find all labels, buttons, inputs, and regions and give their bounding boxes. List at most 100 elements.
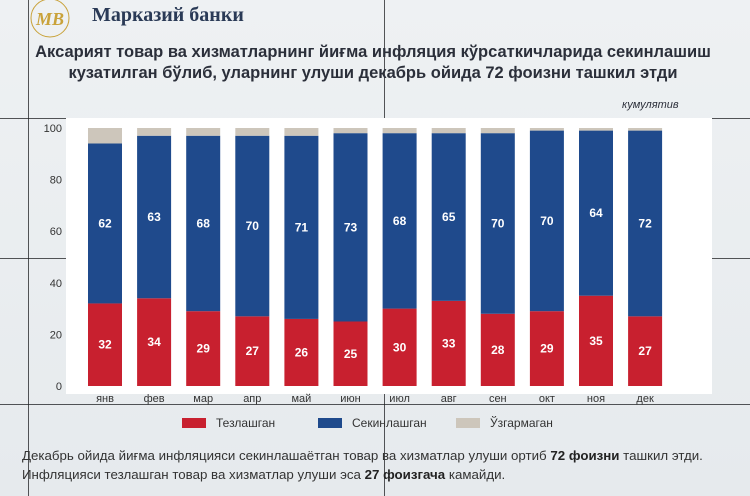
bar-segment-decelerated — [529, 130, 564, 312]
x-tick-label: ноя — [587, 393, 605, 405]
y-tick-label: 0 — [56, 381, 62, 393]
y-tick-label: 100 — [44, 123, 62, 135]
bar-segment-decelerated — [628, 130, 663, 317]
bar-segment-unchanged — [235, 128, 270, 136]
svg-text:MB: MB — [35, 9, 64, 29]
bar-segment-decelerated — [235, 135, 270, 317]
footer-note: Декабрь ойида йиғма инфляцияси секинлаша… — [22, 446, 738, 484]
bar-segment-accelerated — [333, 321, 368, 386]
bar-segment-accelerated — [88, 303, 122, 386]
x-tick-label: июн — [340, 393, 360, 405]
bar-segment-decelerated — [382, 133, 417, 309]
data-label: 72 — [638, 216, 652, 230]
x-tick-label: авг — [441, 393, 457, 405]
y-tick-label: 20 — [50, 329, 62, 341]
legend-item-unchanged: Ўзгармаган — [456, 416, 553, 430]
data-label: 73 — [344, 220, 358, 234]
data-label: 25 — [344, 347, 358, 361]
data-label: 62 — [98, 216, 112, 230]
data-label: 28 — [491, 343, 505, 357]
bar-segment-unchanged — [88, 128, 122, 144]
data-label: 27 — [638, 344, 652, 358]
bar-segment-decelerated — [284, 135, 319, 319]
y-tick-label: 80 — [50, 175, 62, 187]
legend-label: Тезлашган — [216, 416, 276, 430]
bar-segment-unchanged — [480, 128, 515, 134]
legend-label: Секинлашган — [352, 416, 427, 430]
data-label: 35 — [589, 334, 603, 348]
bar-segment-accelerated — [137, 298, 172, 386]
bar-segment-decelerated — [333, 133, 368, 322]
bar-segment-decelerated — [480, 133, 515, 314]
y-tick-label: 60 — [50, 226, 62, 238]
bar-segment-unchanged — [431, 128, 466, 134]
data-label: 70 — [246, 219, 260, 233]
legend-swatch — [318, 418, 342, 428]
bar-segment-decelerated — [186, 135, 221, 312]
x-tick-label: сен — [489, 393, 507, 405]
data-label: 70 — [491, 216, 505, 230]
cumulative-note: кумулятив — [622, 99, 679, 111]
bar-segment-accelerated — [284, 318, 319, 386]
grid-line — [28, 0, 29, 496]
x-tick-label: янв — [96, 393, 114, 405]
x-tick-label: фев — [144, 393, 165, 405]
bar-segment-accelerated — [628, 316, 663, 386]
bar-segment-accelerated — [431, 300, 466, 386]
footer-text: камайди. — [445, 467, 506, 482]
bar-segment-accelerated — [579, 295, 613, 386]
x-tick-label: июл — [389, 393, 410, 405]
data-label: 65 — [442, 210, 456, 224]
data-label: 32 — [98, 338, 112, 352]
grid-line — [0, 404, 750, 405]
bar-segment-decelerated — [579, 130, 613, 296]
bar-segment-accelerated — [382, 308, 417, 386]
footer-text: ташкил этди. Инфляцияси тезлашган товар … — [22, 448, 703, 482]
x-tick-label: апр — [243, 393, 261, 405]
bar-segment-accelerated — [529, 311, 564, 386]
legend-label: Ўзгармаган — [490, 416, 553, 430]
x-tick-label: дек — [636, 393, 654, 405]
bar-segment-unchanged — [284, 128, 319, 136]
data-label: 68 — [393, 214, 407, 228]
bar-segment-unchanged — [137, 128, 172, 136]
footer-highlight: 27 фоизгача — [364, 467, 446, 482]
data-label: 64 — [589, 206, 603, 220]
central-bank-logo: MB — [30, 0, 70, 38]
chart-title: Аксарият товар ва хизматларнинг йиғма ин… — [35, 43, 711, 82]
bar-segment-unchanged — [186, 128, 221, 136]
bar-segment-decelerated — [88, 143, 122, 304]
data-label: 71 — [295, 220, 309, 234]
bar-segment-unchanged — [628, 128, 663, 131]
bar-segment-unchanged — [579, 128, 613, 131]
bar-segment-unchanged — [333, 128, 368, 134]
x-tick-label: мар — [193, 393, 213, 405]
bar-segment-decelerated — [137, 135, 172, 299]
x-tick-label: май — [291, 393, 311, 405]
legend: Тезлашган Секинлашган Ўзгармаган — [0, 416, 750, 432]
bar-segment-decelerated — [431, 133, 466, 301]
footer-highlight: 72 фоизни — [550, 448, 620, 463]
data-label: 29 — [197, 342, 211, 356]
data-label: 30 — [393, 340, 407, 354]
data-label: 34 — [147, 335, 161, 349]
data-label: 33 — [442, 336, 456, 350]
data-label: 70 — [540, 214, 554, 228]
bank-name: Марказий банки — [92, 4, 244, 26]
bar-segment-accelerated — [186, 311, 221, 386]
bar-segment-unchanged — [382, 128, 417, 134]
bar-segment-accelerated — [235, 316, 270, 386]
legend-item-accelerated: Тезлашган — [182, 416, 275, 430]
footer-text: Декабрь ойида йиғма инфляцияси секинлаша… — [22, 448, 551, 463]
data-label: 68 — [197, 216, 211, 230]
data-label: 63 — [147, 210, 161, 224]
legend-swatch — [456, 418, 480, 428]
data-label: 26 — [295, 345, 309, 359]
data-label: 27 — [246, 344, 260, 358]
legend-item-decelerated: Секинлашган — [318, 416, 427, 430]
legend-swatch — [182, 418, 206, 428]
data-label: 29 — [540, 342, 554, 356]
y-tick-label: 40 — [50, 278, 62, 290]
